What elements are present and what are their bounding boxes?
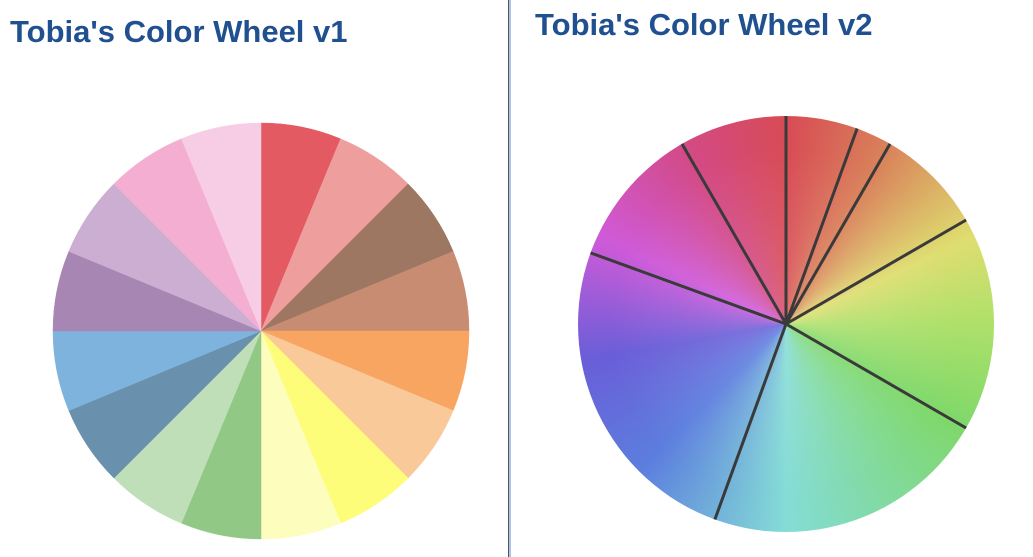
separator-line <box>785 322 967 430</box>
wheel-v1-title: Tobia's Color Wheel v1 <box>10 14 348 49</box>
color-wheel-v1 <box>52 122 470 540</box>
separator-line <box>784 143 892 325</box>
color-wheel-v2 <box>578 116 994 532</box>
wheel-v2-title: Tobia's Color Wheel v2 <box>535 7 873 42</box>
panel-divider <box>508 0 511 557</box>
separator-line <box>680 143 788 325</box>
separator-line <box>784 128 859 325</box>
separator-line <box>785 218 967 326</box>
wheel-slice <box>181 122 262 332</box>
separator-line <box>590 251 787 326</box>
separator-line <box>713 323 788 520</box>
separator-lines <box>590 116 967 520</box>
